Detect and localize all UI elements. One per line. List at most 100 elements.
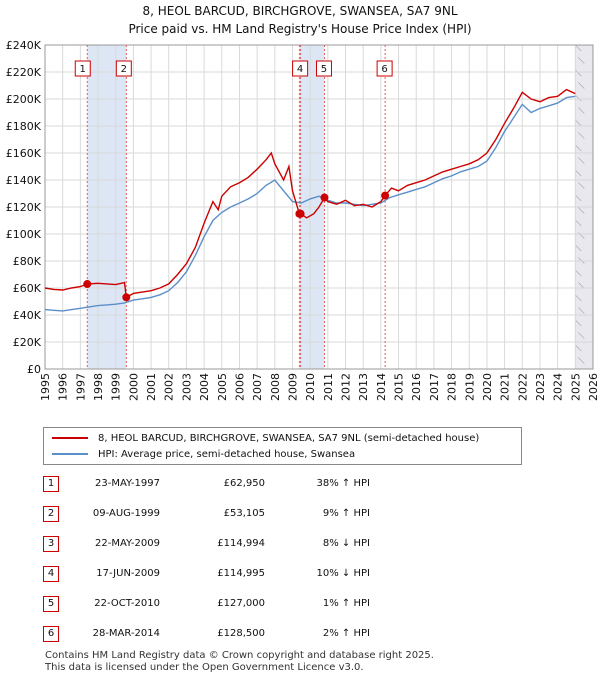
sale-badge-label: 2 xyxy=(121,64,127,75)
hatch-line xyxy=(575,294,582,302)
hatch-line xyxy=(575,94,582,102)
chart-title-line1: 8, HEOL BARCUD, BIRCHGROVE, SWANSEA, SA7… xyxy=(142,4,458,18)
sale-number-badge: 4 xyxy=(43,566,59,582)
hatch-line xyxy=(575,119,582,127)
x-tick-label: 1996 xyxy=(57,373,70,401)
sale-hpi-diff: 9% ↑ HPI xyxy=(322,508,370,519)
hatch-line xyxy=(575,244,582,252)
legend: 8, HEOL BARCUD, BIRCHGROVE, SWANSEA, SA7… xyxy=(43,427,522,465)
x-tick-label: 2004 xyxy=(198,373,211,401)
x-tick-label: 2010 xyxy=(304,373,317,401)
legend-item-hpi: HPI: Average price, semi-detached house,… xyxy=(52,447,355,461)
legend-swatch-property xyxy=(52,437,88,439)
sale-number-badge: 6 xyxy=(43,626,59,642)
table-row: 3 22-MAY-2009 £114,994 8% ↓ HPI xyxy=(0,536,600,552)
y-tick-label: £180K xyxy=(6,120,42,133)
x-tick-label: 2011 xyxy=(322,373,335,401)
x-tick-label: 1997 xyxy=(74,373,87,401)
hatch-line xyxy=(575,344,582,352)
x-tick-label: 2019 xyxy=(463,373,476,401)
table-row: 2 09-AUG-1999 £53,105 9% ↑ HPI xyxy=(0,506,600,522)
sale-badge-label: 5 xyxy=(321,64,327,75)
sale-price: £62,950 xyxy=(223,478,265,489)
sale-hpi-diff: 1% ↑ HPI xyxy=(322,598,370,609)
sale-number-badge: 3 xyxy=(43,536,59,552)
y-tick-label: £120K xyxy=(6,201,42,214)
legend-label-property: 8, HEOL BARCUD, BIRCHGROVE, SWANSEA, SA7… xyxy=(98,432,480,444)
hatch-line xyxy=(575,44,582,52)
x-tick-label: 2025 xyxy=(569,373,582,401)
table-row: 5 22-OCT-2010 £127,000 1% ↑ HPI xyxy=(0,596,600,612)
sale-price: £127,000 xyxy=(217,598,265,609)
sale-badge xyxy=(315,60,332,77)
x-tick-label: 2022 xyxy=(516,373,529,401)
sale-date: 22-MAY-2009 xyxy=(94,538,160,549)
hatch-line xyxy=(575,169,582,177)
y-tick-label: £200K xyxy=(6,93,42,106)
sale-price: £128,500 xyxy=(217,628,265,639)
x-tick-label: 1995 xyxy=(39,373,52,401)
sale-badge-label: 1 xyxy=(80,64,86,75)
plot-border xyxy=(44,44,594,370)
sale-number-badge: 1 xyxy=(43,476,59,492)
footer-licence: This data is licensed under the Open Gov… xyxy=(45,662,364,673)
y-tick-label: £20K xyxy=(13,336,42,349)
sale-date: 17-JUN-2009 xyxy=(96,568,160,579)
legend-item-property: 8, HEOL BARCUD, BIRCHGROVE, SWANSEA, SA7… xyxy=(52,431,479,445)
sale-date: 28-MAR-2014 xyxy=(92,628,160,639)
sale-date: 23-MAY-1997 xyxy=(94,478,160,489)
y-tick-label: £60K xyxy=(13,282,42,295)
hatch-line xyxy=(578,307,585,314)
hatch-line xyxy=(575,219,582,227)
sale-hpi-diff: 10% ↓ HPI xyxy=(316,568,370,579)
hpi-line xyxy=(44,95,576,312)
x-tick-label: 2008 xyxy=(269,373,282,401)
sale-badge-label: 4 xyxy=(297,64,303,75)
sale-date: 09-AUG-1999 xyxy=(92,508,160,519)
hatch-line xyxy=(575,144,582,152)
x-tick-label: 2018 xyxy=(446,373,459,401)
sale-price: £114,994 xyxy=(217,538,265,549)
x-tick-label: 2020 xyxy=(481,373,494,401)
y-tick-label: £100K xyxy=(6,228,42,241)
sale-point xyxy=(296,209,305,218)
y-tick-label: £0 xyxy=(27,363,41,376)
sale-badge xyxy=(74,60,91,77)
y-tick-label: £160K xyxy=(6,147,42,160)
hatch-line xyxy=(578,132,585,139)
sale-hpi-diff: 38% ↑ HPI xyxy=(316,478,370,489)
price-chart: £0 £20K £40K £60K £80K £100K £120K £140K £160K £1… xyxy=(6,39,600,401)
hatch-line xyxy=(575,69,582,77)
x-tick-label: 2000 xyxy=(127,373,140,401)
x-tick-label: 2002 xyxy=(163,373,176,401)
x-tick-label: 2006 xyxy=(233,373,246,401)
legend-swatch-hpi xyxy=(52,453,88,455)
x-tick-label: 2013 xyxy=(357,373,370,401)
x-tick-label: 2007 xyxy=(251,373,264,401)
sale-point xyxy=(83,280,92,289)
sale-price: £53,105 xyxy=(223,508,265,519)
x-tick-label: 2016 xyxy=(410,373,423,401)
y-tick-label: £220K xyxy=(6,66,42,79)
sale-hpi-diff: 8% ↓ HPI xyxy=(322,538,370,549)
sale-badge xyxy=(376,60,393,77)
table-row: 6 28-MAR-2014 £128,500 2% ↑ HPI xyxy=(0,626,600,642)
hatch-line xyxy=(578,357,585,364)
x-tick-label: 2014 xyxy=(375,373,388,401)
sale-number-badge: 5 xyxy=(43,596,59,612)
sale-badge xyxy=(115,60,132,77)
y-tick-label: £140K xyxy=(6,174,42,187)
x-tick-label: 2024 xyxy=(552,373,565,401)
hatch-line xyxy=(578,82,585,89)
x-tick-label: 2012 xyxy=(340,373,353,401)
sale-price: £114,995 xyxy=(217,568,265,579)
y-tick-label: £80K xyxy=(13,255,42,268)
table-row: 1 23-MAY-1997 £62,950 38% ↑ HPI xyxy=(0,476,600,492)
sale-badge-label: 6 xyxy=(381,64,387,75)
sale-badge xyxy=(292,60,309,77)
hatch-line xyxy=(578,157,585,164)
x-tick-label: 2017 xyxy=(428,373,441,401)
chart-title-line2: Price paid vs. HM Land Registry's House … xyxy=(128,22,472,36)
sale-point xyxy=(122,293,131,302)
hatch-line xyxy=(578,107,585,114)
